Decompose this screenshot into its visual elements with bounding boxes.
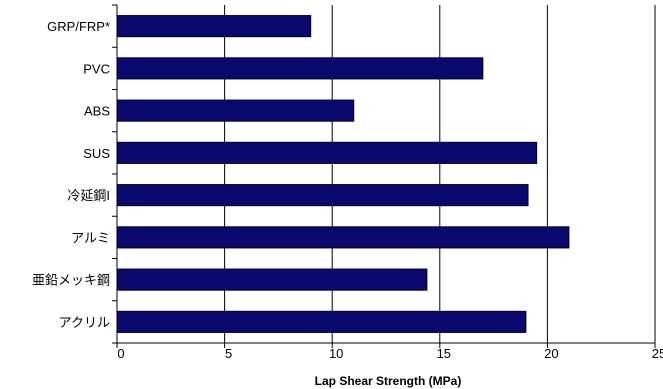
- grid-lines: [224, 5, 656, 343]
- axes: [112, 4, 656, 348]
- category-label-6: 亜鉛メッキ鋼: [32, 273, 110, 288]
- category-label-5: アルミ: [71, 230, 110, 245]
- x-tick-label-15: 15: [437, 346, 451, 361]
- x-tick-label-25: 25: [652, 346, 663, 361]
- bar-7: [116, 310, 527, 333]
- bar-3: [116, 141, 538, 164]
- category-label-0: GRP/FRP*: [47, 19, 110, 34]
- tick-labels: 0 5 10 15 20 25: [117, 346, 663, 361]
- category-label-2: ABS: [84, 104, 110, 119]
- bar-5: [116, 226, 570, 249]
- x-tick-label-20: 20: [544, 346, 558, 361]
- bar-0: [116, 15, 312, 38]
- category-label-4: 冷延鋼I: [67, 188, 110, 203]
- bars: [116, 15, 570, 333]
- bar-2: [116, 99, 355, 122]
- x-axis-title: Lap Shear Strength (MPa): [315, 374, 462, 388]
- category-label-1: PVC: [83, 61, 110, 76]
- bar-4: [116, 184, 529, 207]
- x-tick-label-10: 10: [329, 346, 343, 361]
- bar-6: [116, 268, 428, 291]
- category-label-3: SUS: [83, 146, 110, 161]
- x-tick-label-5: 5: [225, 346, 232, 361]
- category-label-7: アクリル: [59, 315, 110, 330]
- bar-1: [116, 57, 484, 80]
- x-tick-label-0: 0: [117, 346, 124, 361]
